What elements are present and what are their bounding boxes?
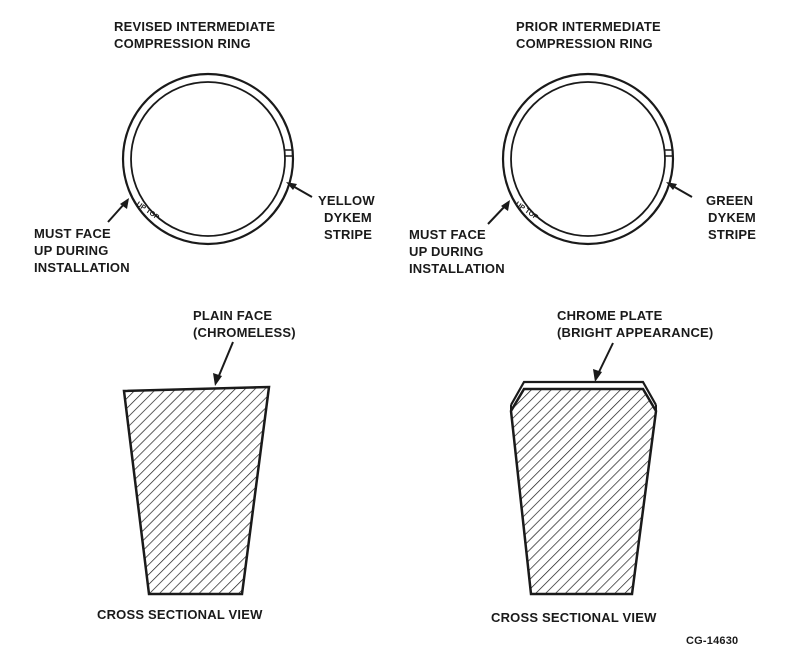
yellow-stripe-label: YELLOW DYKEM STRIPE [318, 193, 375, 242]
chrome-plate-arrow [593, 342, 614, 382]
plain-face-cross-section [122, 385, 271, 596]
green-stripe-label: GREEN DYKEM STRIPE [706, 193, 757, 242]
chrome-plate-cross-section [509, 380, 658, 596]
green-stripe-arrow [666, 182, 693, 198]
chrome-plate-layer [510, 380, 657, 406]
revised-ring: UP TOP [121, 72, 295, 246]
figure-id: CG-14630 [686, 635, 739, 647]
must-face-up-label: MUST FACE UP DURING INSTALLATION [34, 226, 130, 275]
must-face-up-arrow [107, 198, 129, 223]
yellow-stripe-arrow [286, 182, 313, 198]
prior-ring: UP TOP [501, 72, 675, 246]
left-cross-section-caption: CROSS SECTIONAL VIEW [97, 607, 263, 622]
revised-ring-title: REVISED INTERMEDIATE COMPRESSION RING [114, 19, 276, 51]
prior-ring-title: PRIOR INTERMEDIATE COMPRESSION RING [516, 19, 661, 51]
chrome-plate-label: CHROME PLATE (BRIGHT APPEARANCE) [557, 308, 714, 340]
must-face-up-arrow [487, 200, 510, 225]
plain-face-label: PLAIN FACE (CHROMELESS) [193, 308, 296, 340]
must-face-up-label: MUST FACE UP DURING INSTALLATION [409, 227, 505, 276]
plain-face-arrow [213, 341, 234, 386]
right-cross-section-caption: CROSS SECTIONAL VIEW [491, 610, 657, 625]
